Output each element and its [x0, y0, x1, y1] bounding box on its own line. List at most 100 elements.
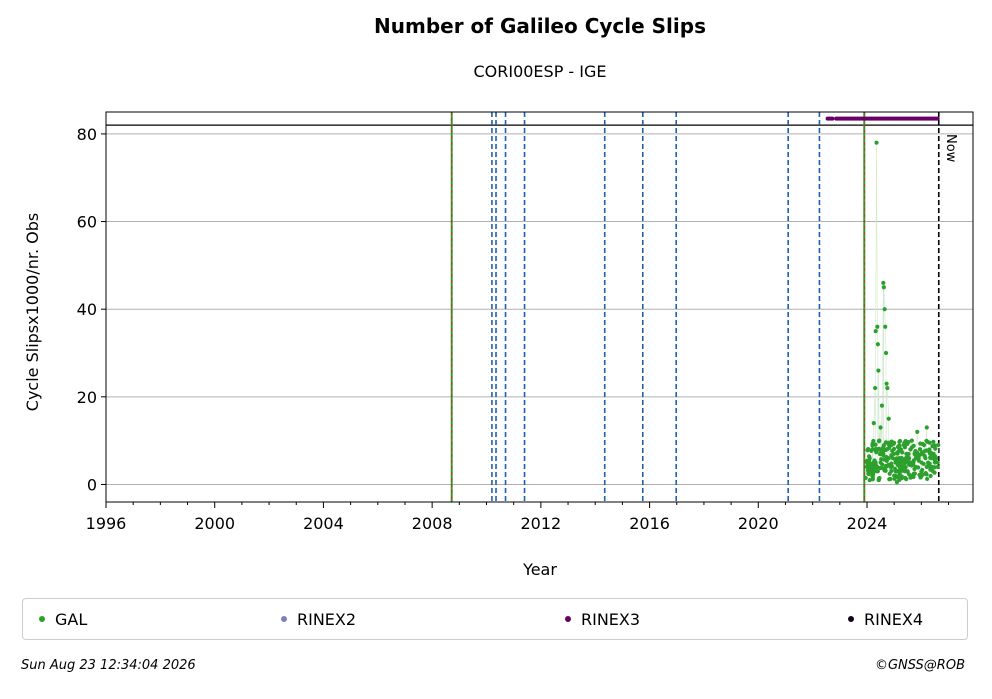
x-tick-label: 2024 [847, 514, 888, 533]
gal-point [917, 447, 923, 452]
y-tick-label: 0 [87, 475, 97, 494]
rinex3-point [830, 116, 835, 121]
gal-point [875, 342, 880, 347]
gal-point [900, 450, 905, 455]
gal-point [868, 467, 874, 473]
gal-point [866, 471, 871, 477]
legend-item-rinex3: RINEX3 [565, 599, 640, 639]
credit: ©GNSS@ROB [874, 658, 965, 673]
gal-point [874, 450, 879, 455]
x-tick-label: 2012 [520, 514, 561, 533]
legend-item-gal: GAL [39, 599, 87, 639]
legend-label-rinex2: RINEX2 [297, 609, 357, 629]
gal-point [887, 471, 892, 476]
y-axis-label: Cycle Slipsx1000/nr. Obs [23, 213, 42, 411]
gal-point [919, 474, 924, 479]
gal-point [916, 465, 921, 470]
gal-point [913, 450, 918, 455]
x-axis-label: Year [522, 560, 557, 579]
gal-point [883, 350, 889, 356]
legend-marker-rinex2 [281, 616, 287, 622]
gal-point [896, 456, 901, 461]
gal-point [932, 457, 937, 462]
gal-point [881, 445, 886, 450]
legend-label-rinex4: RINEX4 [864, 609, 924, 629]
gal-point [933, 446, 938, 451]
event-lines [450, 112, 940, 502]
gal-point [871, 460, 876, 465]
gal-point [899, 474, 904, 479]
chart-subtitle: CORI00ESP - IGE [473, 62, 607, 81]
gal-point [869, 448, 874, 453]
gal-point [935, 460, 940, 465]
gal-point [911, 458, 916, 463]
gal-point [924, 425, 929, 430]
gal-point [892, 476, 897, 481]
gal-point [902, 445, 908, 450]
gal-point [903, 475, 908, 481]
legend-marker-rinex3 [565, 616, 571, 622]
gal-point [909, 445, 914, 450]
gal-point [930, 468, 935, 474]
gal-point [915, 429, 920, 434]
gal-point [892, 466, 898, 471]
gal-point [870, 472, 875, 477]
gal-point [886, 416, 891, 421]
gal-point [875, 324, 880, 329]
x-tick-label: 2000 [194, 514, 235, 533]
gal-point [912, 466, 917, 472]
x-tick-label: 2016 [629, 514, 670, 533]
now-label: Now [943, 134, 958, 163]
gal-point [935, 464, 940, 470]
gal-point [881, 285, 886, 290]
gal-point [872, 465, 878, 470]
x-axis: 1996 2000 2004 2008 2012 2016 2020 2024 [86, 502, 950, 533]
gal-point [936, 442, 941, 448]
chart-title: Number of Galileo Cycle Slips [374, 14, 706, 38]
data-points [825, 116, 941, 485]
timestamp: Sun Aug 23 12:34:04 2026 [21, 658, 196, 673]
gal-point [897, 477, 902, 483]
gal-point [920, 450, 925, 455]
gal-point [924, 438, 929, 443]
gal-point [915, 452, 920, 457]
gal-point [876, 368, 881, 373]
gal-point [926, 461, 931, 466]
y-tick-label: 80 [77, 125, 97, 144]
legend-item-rinex4: RINEX4 [848, 599, 923, 639]
gal-point [866, 458, 872, 463]
gal-point [876, 446, 882, 451]
gal-point [900, 460, 905, 465]
gal-point [923, 470, 928, 476]
gal-point [908, 475, 913, 480]
gal-point [909, 438, 914, 443]
gal-point [871, 421, 876, 426]
gal-point [874, 140, 879, 145]
gal-point [902, 440, 907, 445]
y-tick-label: 20 [77, 388, 97, 407]
legend: GAL RINEX2 RINEX3 RINEX4 [22, 598, 968, 640]
gal-point [876, 439, 882, 444]
gal-point [871, 438, 876, 444]
gal-point [882, 457, 887, 462]
gal-point [924, 448, 930, 453]
gal-point [932, 453, 938, 459]
gal-point [882, 307, 887, 312]
x-tick-label: 2020 [738, 514, 779, 533]
gal-point [928, 473, 933, 479]
gal-point [931, 439, 936, 444]
legend-label-rinex3: RINEX3 [581, 609, 641, 629]
gal-point [897, 468, 902, 473]
gal-point [908, 460, 913, 466]
gal-point [920, 467, 925, 473]
gal-point [873, 385, 878, 391]
gal-point [927, 440, 932, 445]
gal-point [886, 440, 891, 445]
gal-point [897, 438, 903, 444]
gal-point [874, 469, 879, 474]
gal-point [873, 442, 878, 447]
legend-marker-gal [39, 616, 45, 622]
gal-point [881, 453, 886, 458]
gal-point [876, 477, 881, 483]
gal-point [928, 450, 934, 455]
